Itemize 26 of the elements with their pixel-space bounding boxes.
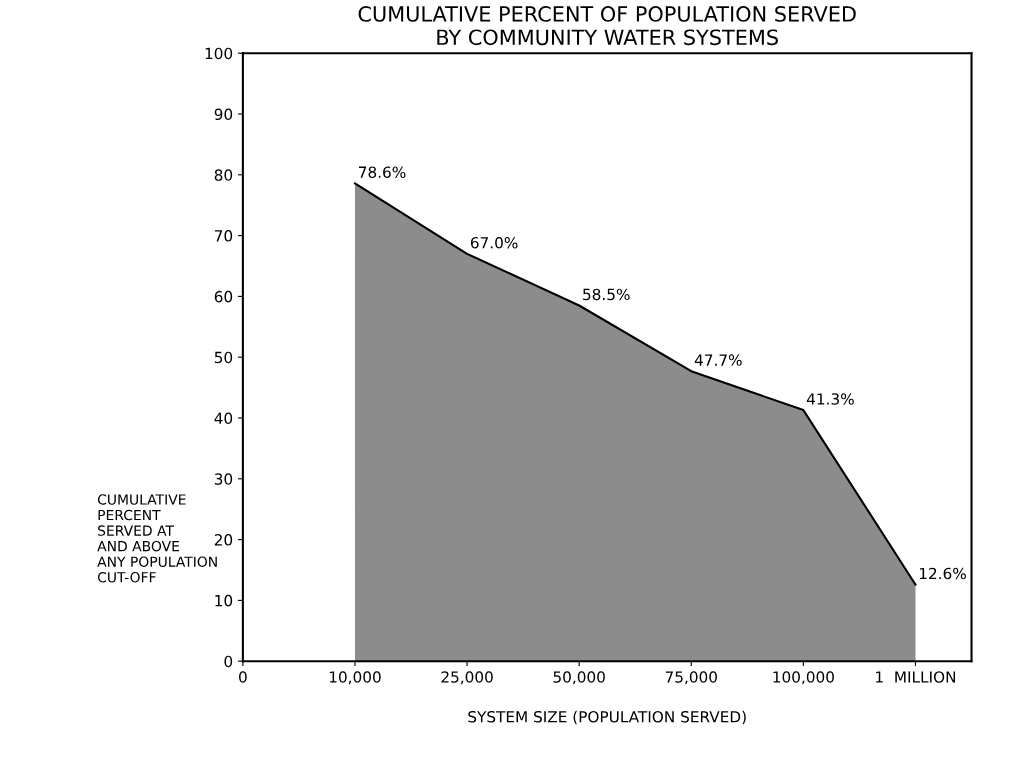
data-label: 67.0% [470, 236, 518, 249]
x-tick-label: 0 [239, 671, 247, 683]
data-label: 58.5% [583, 288, 630, 301]
chart-title: CUMULATIVE PERCENT OF POPULATION SERVED BY COMMUNITY WATER SYSTEMS [358, 6, 856, 46]
y-tick-label: 20 [214, 534, 233, 546]
y-tick-label: 90 [214, 108, 233, 121]
data-label: 78.6% [359, 166, 406, 178]
y-tick-label: 60 [214, 290, 233, 303]
x-tick-label: 10,000 [329, 671, 381, 685]
data-label: 47.7% [694, 354, 742, 366]
y-tick-label: 100 [205, 47, 233, 60]
x-axis-title: SYSTEM SIZE (POPULATION SERVED) [468, 710, 746, 725]
data-label: 41.3% [806, 393, 854, 405]
y-tick-label: 80 [214, 169, 233, 181]
y-tick-label: 30 [214, 473, 233, 485]
y-tick-label: 40 [214, 412, 233, 425]
data-label: 12.6% [919, 567, 966, 580]
y-tick-label: 10 [215, 594, 233, 607]
x-tick-label: 75,000 [665, 671, 717, 685]
x-tick-label: 1 MILLION [876, 671, 956, 683]
y-tick-label: 50 [214, 351, 233, 364]
y-tick-label: 70 [214, 230, 233, 242]
x-tick-label: 100,000 [773, 671, 834, 685]
x-tick-label: 25,000 [441, 671, 493, 685]
y-tick-label: 0 [224, 655, 233, 668]
x-tick-label: 50,000 [553, 671, 605, 685]
